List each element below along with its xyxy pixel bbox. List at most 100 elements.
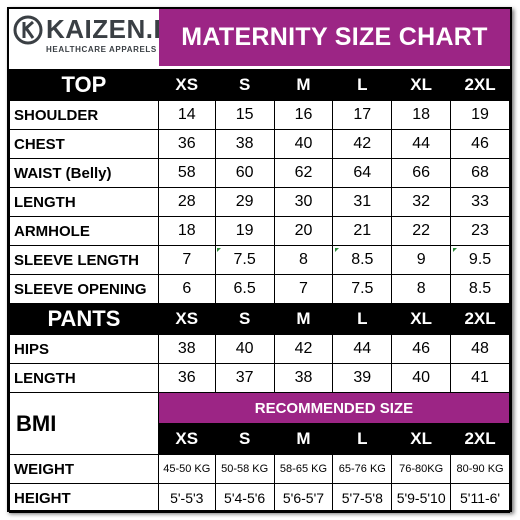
table-cell: 7.5 bbox=[214, 245, 275, 275]
table-cell: 58 bbox=[157, 158, 216, 188]
table-cell: 6.5 bbox=[214, 274, 275, 304]
height-row: HEIGHT 5'-5'3 5'4-5'6 5'6-5'7 5'7-5'8 5'9-5'1… bbox=[9, 483, 510, 513]
size-col-header: 2XL bbox=[450, 303, 510, 335]
row-label: SLEEVE OPENING bbox=[9, 274, 159, 304]
table-cell: 18 bbox=[391, 100, 452, 130]
table-cell: 38 bbox=[273, 363, 334, 393]
table-cell: 29 bbox=[214, 187, 275, 217]
top-measure-row: ARMHOLE 18 19 20 21 22 23 bbox=[9, 216, 510, 246]
top-measure-row: LENGTH 28 29 30 31 32 33 bbox=[9, 187, 510, 217]
row-label: LENGTH bbox=[9, 187, 159, 217]
table-cell: 42 bbox=[332, 129, 393, 159]
size-col-header: S bbox=[214, 69, 275, 101]
table-cell: 48 bbox=[450, 334, 510, 364]
table-cell: 39 bbox=[332, 363, 393, 393]
size-col-header: L bbox=[332, 423, 393, 455]
table-cell: 42 bbox=[273, 334, 334, 364]
table-cell: 58-65 KG bbox=[273, 454, 334, 484]
table-cell: 46 bbox=[450, 129, 510, 159]
table-cell: 5'6-5'7 bbox=[273, 483, 334, 513]
cell-note-marker bbox=[334, 247, 339, 252]
chart-header: KAIZEN.PH HEALTHCARE APPARELS MATERNITY … bbox=[9, 9, 510, 66]
size-col-header: XS bbox=[157, 69, 216, 101]
table-cell: 40 bbox=[273, 129, 334, 159]
top-measure-row: CHEST 36 38 40 42 44 46 bbox=[9, 129, 510, 159]
row-label: CHEST bbox=[9, 129, 159, 159]
size-col-header: XS bbox=[157, 303, 216, 335]
table-cell: 5'9-5'10 bbox=[391, 483, 452, 513]
row-label: SLEEVE LENGTH bbox=[9, 245, 159, 275]
size-col-header: XL bbox=[391, 423, 452, 455]
table-cell: 7 bbox=[273, 274, 334, 304]
section-heading: PANTS bbox=[9, 303, 159, 335]
size-col-header: 2XL bbox=[450, 69, 510, 101]
table-cell: 76-80KG bbox=[391, 454, 452, 484]
bmi-heading: BMI bbox=[9, 392, 159, 455]
table-cell: 23 bbox=[450, 216, 510, 246]
size-col-header: 2XL bbox=[450, 423, 510, 455]
cell-note-marker bbox=[452, 247, 457, 252]
table-cell: 28 bbox=[157, 187, 216, 217]
bmi-size-header-row: XS S M L XL 2XL bbox=[10, 423, 510, 455]
table-cell: 8 bbox=[273, 245, 334, 275]
table-cell: 8.5 bbox=[332, 245, 393, 275]
kaizen-logo-icon bbox=[13, 15, 43, 45]
table-cell: 31 bbox=[332, 187, 393, 217]
table-cell: 19 bbox=[450, 100, 510, 130]
table-cell: 41 bbox=[450, 363, 510, 393]
table-cell: 64 bbox=[332, 158, 393, 188]
table-cell: 66 bbox=[391, 158, 452, 188]
table-cell: 36 bbox=[157, 129, 216, 159]
top-size-header-row: TOP XS S M L XL 2XL bbox=[9, 69, 510, 101]
size-col-header: L bbox=[332, 69, 393, 101]
bmi-header-row: BMI RECOMMENDED SIZE bbox=[9, 392, 511, 455]
table-cell: 45-50 KG bbox=[157, 454, 216, 484]
size-col-header: XS bbox=[157, 423, 216, 455]
table-cell: 5'7-5'8 bbox=[332, 483, 393, 513]
table-cell: 6 bbox=[157, 274, 216, 304]
row-label: WEIGHT bbox=[9, 454, 159, 484]
size-chart-card: KAIZEN.PH HEALTHCARE APPARELS MATERNITY … bbox=[7, 7, 512, 513]
top-measure-row: WAIST (Belly) 58 60 62 64 66 68 bbox=[9, 158, 510, 188]
size-col-header: S bbox=[214, 423, 275, 455]
top-heading: TOP bbox=[9, 69, 159, 101]
table-cell: 62 bbox=[273, 158, 334, 188]
table-cell: 50-58 KG bbox=[214, 454, 275, 484]
row-label: WAIST (Belly) bbox=[9, 158, 159, 188]
table-cell: 5'11-6' bbox=[450, 483, 510, 513]
table-cell: 8.5 bbox=[450, 274, 510, 304]
table-cell: 60 bbox=[214, 158, 275, 188]
pants-size-header-row: PANTS XS S M L XL 2XL bbox=[9, 303, 510, 335]
chart-title: MATERNITY SIZE CHART bbox=[159, 9, 510, 66]
table-cell: 46 bbox=[391, 334, 452, 364]
table-cell: 37 bbox=[214, 363, 275, 393]
table-cell: 40 bbox=[391, 363, 452, 393]
table-cell: 38 bbox=[157, 334, 216, 364]
top-measure-row: SLEEVE LENGTH 7 7.5 8 8.5 9 9.5 bbox=[9, 245, 510, 275]
table-cell: 44 bbox=[391, 129, 452, 159]
table-cell: 19 bbox=[214, 216, 275, 246]
table-cell: 33 bbox=[450, 187, 510, 217]
table-cell: 18 bbox=[157, 216, 216, 246]
table-cell: 40 bbox=[214, 334, 275, 364]
table-cell: 80-90 KG bbox=[450, 454, 510, 484]
top-measure-row: SHOULDER 14 15 16 17 18 19 bbox=[9, 100, 510, 130]
row-label: ARMHOLE bbox=[9, 216, 159, 246]
size-col-header: S bbox=[214, 303, 275, 335]
table-cell: 14 bbox=[157, 100, 216, 130]
top-measure-row: SLEEVE OPENING 6 6.5 7 7.5 8 8.5 bbox=[9, 274, 510, 304]
size-col-header: M bbox=[273, 303, 334, 335]
table-cell: 7.5 bbox=[332, 274, 393, 304]
size-col-header: M bbox=[273, 69, 334, 101]
table-cell: 9 bbox=[391, 245, 452, 275]
row-label: HEIGHT bbox=[9, 483, 159, 513]
table-cell: 65-76 KG bbox=[332, 454, 393, 484]
table-cell: 21 bbox=[332, 216, 393, 246]
table-cell: 32 bbox=[391, 187, 452, 217]
table-cell: 8 bbox=[391, 274, 452, 304]
table-cell: 5'4-5'6 bbox=[214, 483, 275, 513]
size-col-header: L bbox=[332, 303, 393, 335]
table-cell: 16 bbox=[273, 100, 334, 130]
table-cell: 44 bbox=[332, 334, 393, 364]
row-label: SHOULDER bbox=[9, 100, 159, 130]
